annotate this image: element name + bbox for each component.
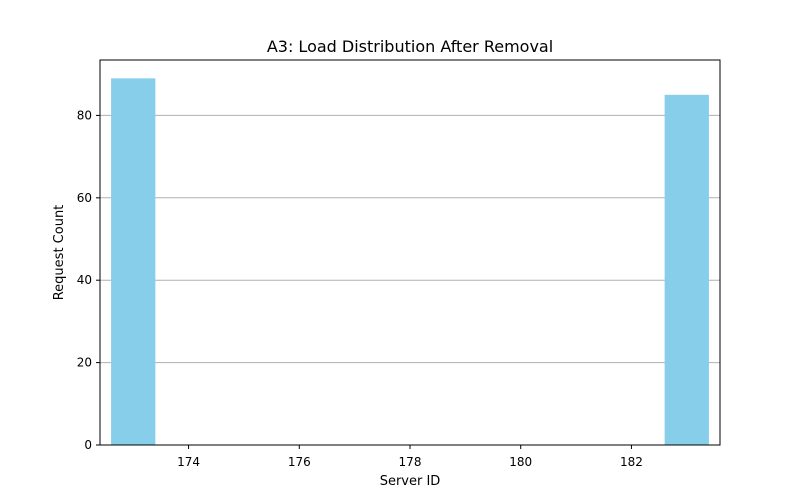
- x-axis-label: Server ID: [380, 474, 441, 489]
- y-tick-label: 20: [77, 356, 92, 370]
- y-tick-label: 60: [77, 191, 92, 205]
- x-tick-label: 178: [399, 455, 422, 469]
- y-axis-label: Request Count: [52, 205, 67, 301]
- grid-lines: [100, 114, 720, 364]
- x-tick-label: 180: [509, 455, 532, 469]
- chart-title: A3: Load Distribution After Removal: [267, 37, 553, 56]
- y-tick-label: 80: [77, 108, 92, 122]
- x-tick-label: 174: [177, 455, 200, 469]
- y-axis-ticks: 0 20 40 60 80: [77, 108, 100, 452]
- plot-frame: [99, 59, 721, 446]
- x-axis-ticks: 174 176 178 180 182: [177, 445, 643, 469]
- bar: [111, 78, 156, 445]
- bars: [111, 78, 709, 445]
- x-tick-label: 176: [288, 455, 311, 469]
- y-tick-label: 40: [77, 273, 92, 287]
- x-tick-label: 182: [620, 455, 643, 469]
- bar: [664, 94, 709, 445]
- y-tick-label: 0: [84, 438, 92, 452]
